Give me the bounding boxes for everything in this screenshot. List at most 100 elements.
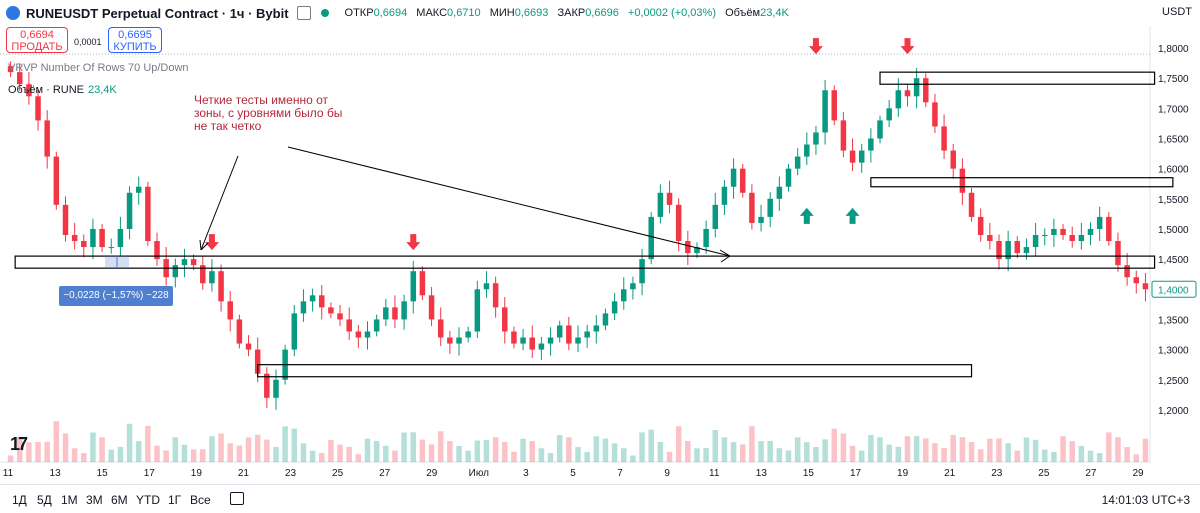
candle-body	[858, 150, 865, 163]
volume-bar	[977, 449, 984, 462]
candle-body	[730, 168, 737, 187]
volume-bar	[511, 451, 517, 462]
vrvp-indicator-label[interactable]: VRVP Number Of Rows 70 Up/Down	[8, 62, 189, 74]
volume-bar	[923, 438, 929, 462]
currency-selector[interactable]: USDT	[1162, 6, 1192, 18]
clock: 14:01:03 UTC+3	[1101, 493, 1190, 507]
candle-body	[447, 337, 453, 344]
time-tick-label: 15	[97, 468, 109, 479]
volume-bar	[703, 448, 709, 462]
candle-body	[575, 337, 581, 344]
volume-bar	[858, 450, 865, 462]
volume-bar	[62, 433, 69, 462]
candle-body	[392, 307, 398, 320]
price-tick-label: 1,7000	[1158, 104, 1189, 115]
timeframe-all[interactable]: Все	[190, 493, 211, 507]
candle-body	[511, 331, 517, 344]
volume-bar	[657, 442, 664, 462]
volume-bar	[7, 455, 14, 462]
calendar-icon[interactable]	[230, 492, 244, 505]
volume-bar	[529, 441, 535, 462]
candle-body	[474, 289, 481, 332]
time-tick-label: 17	[850, 468, 862, 479]
volume-bar	[465, 450, 471, 462]
visibility-icon[interactable]	[296, 6, 311, 20]
candle-body	[383, 307, 389, 320]
time-tick-label: 9	[664, 468, 670, 479]
candle-body	[886, 108, 892, 121]
buy-button[interactable]: 0,6695 КУПИТЬ	[108, 27, 162, 53]
volume-bar	[71, 448, 78, 462]
up-arrow-icon	[845, 207, 860, 224]
candle-body	[1096, 216, 1103, 229]
down-arrow-icon	[204, 234, 219, 251]
volume-bar	[1078, 445, 1085, 462]
timeframe-1y[interactable]: 1Г	[168, 493, 182, 507]
zone-rectangle	[14, 255, 1156, 269]
volume-bar	[758, 441, 764, 462]
volume-bar	[666, 451, 673, 462]
time-tick-label: 27	[379, 468, 391, 479]
time-tick-label: 3	[523, 468, 529, 479]
time-tick-label: 29	[426, 468, 438, 479]
candle-body	[346, 319, 352, 332]
timeframe-1d[interactable]: 1Д	[12, 493, 27, 507]
candle-body	[145, 186, 151, 242]
volume-bar	[804, 442, 810, 462]
candle-body	[721, 186, 728, 205]
volume-bar	[428, 444, 435, 462]
measure-label: −0,0228 (−1,57%) −228	[59, 286, 173, 306]
price-tick-label: 1,3000	[1158, 346, 1189, 357]
volume-bar	[318, 453, 325, 462]
candle-body	[1005, 241, 1011, 260]
candlestick-chart[interactable]: 1,8000 1,7500 1,7000 1,6500 1,6000 1,5500 1,50…	[0, 0, 1200, 484]
candle-body	[1014, 241, 1021, 254]
timeframe-6m[interactable]: 6М	[111, 493, 128, 507]
candle-body	[1106, 216, 1112, 242]
candle-body	[932, 102, 938, 127]
volume-bar	[831, 428, 838, 462]
volume-indicator-label[interactable]: Объём · RUNE 23,4K	[8, 84, 117, 96]
time-tick-label: 21	[238, 468, 250, 479]
sell-button[interactable]: 0,6694 ПРОДАТЬ	[6, 27, 68, 53]
candle-body	[529, 337, 535, 350]
ohlc-readout: ОТКР0,6694 МАКС0,6710 МИН0,6693 ЗАКР0,66…	[344, 7, 789, 19]
candle-body	[602, 313, 609, 326]
volume-bar	[26, 442, 32, 462]
volume-bar	[44, 441, 50, 462]
timeframe-3m[interactable]: 3М	[86, 493, 103, 507]
volume-bar	[904, 436, 911, 462]
volume-bar	[437, 431, 444, 462]
candle-body	[401, 301, 407, 320]
candle-body	[7, 66, 14, 73]
candle-body	[1051, 228, 1057, 235]
time-tick-label: 11	[3, 468, 14, 479]
candle-body	[81, 241, 87, 248]
volume-bar	[200, 449, 206, 462]
candle-body	[877, 120, 883, 139]
candle-body	[373, 319, 380, 332]
symbol-title[interactable]: RUNEUSDT Perpetual Contract · 1ч · Bybit	[26, 5, 289, 21]
volume-bar	[483, 439, 490, 462]
candle-body	[172, 265, 179, 278]
volume-bar	[877, 437, 883, 462]
volume-bar	[99, 437, 105, 462]
price-tick-label: 1,4500	[1158, 255, 1189, 266]
timeframe-5d[interactable]: 5Д	[37, 493, 52, 507]
candle-body	[977, 216, 984, 235]
candle-body	[566, 325, 572, 344]
candle-body	[968, 192, 975, 217]
candle-body	[941, 126, 947, 151]
timeframe-1m[interactable]: 1М	[61, 493, 78, 507]
volume-bar	[145, 425, 151, 462]
candle-body	[62, 204, 69, 235]
volume-bar	[840, 433, 847, 462]
down-arrow-icon	[900, 38, 915, 55]
volume-bar	[913, 436, 920, 462]
volume-bar	[547, 453, 554, 462]
candle-body	[758, 216, 764, 223]
candle-body	[16, 72, 23, 85]
volume-bar	[749, 426, 755, 462]
candle-body	[1124, 265, 1130, 278]
timeframe-ytd[interactable]: YTD	[136, 493, 160, 507]
